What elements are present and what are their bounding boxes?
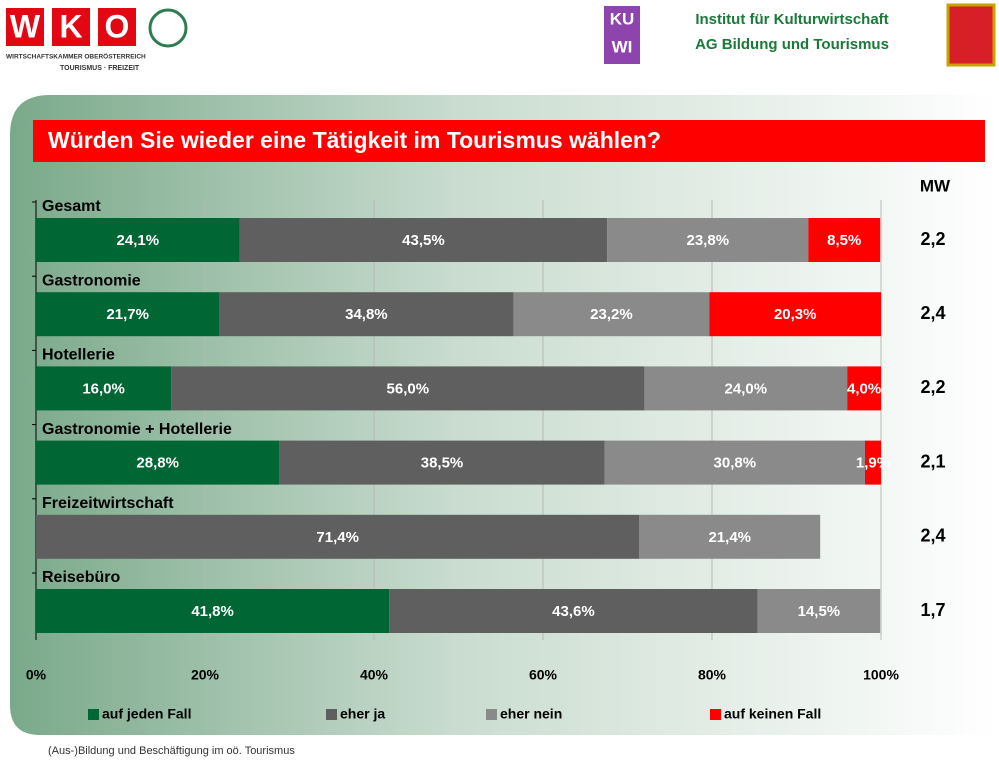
value-label: 21,7%: [106, 306, 149, 323]
bar-segment: [604, 440, 865, 485]
x-tick-label: 20%: [191, 667, 220, 683]
value-label: 43,6%: [552, 603, 595, 620]
logo-text: WIRTSCHAFTSKAMMER OBERÖSTERREICH: [6, 52, 146, 61]
logo-box: [98, 8, 136, 46]
value-label: 71,4%: [316, 529, 359, 546]
value-label: 8,5%: [827, 232, 861, 249]
value-label: 28,8%: [136, 455, 179, 472]
legend-swatch: [326, 709, 337, 720]
category-label: Freizeitwirtschaft: [42, 495, 174, 512]
legend-label: eher ja: [340, 706, 385, 722]
logo-letter: W: [10, 8, 41, 44]
kuwi-text: KU: [610, 9, 635, 28]
value-label: 20,3%: [774, 306, 817, 323]
x-tick-label: 100%: [863, 667, 899, 683]
bar-segment: [607, 218, 809, 262]
value-label: 34,8%: [345, 306, 388, 323]
value-label: 14,5%: [798, 603, 841, 620]
x-tick-label: 40%: [360, 667, 389, 683]
mw-value: 2,2: [920, 377, 945, 397]
value-label: 30,8%: [714, 455, 757, 472]
legend-label: auf jeden Fall: [102, 706, 191, 722]
x-tick-label: 80%: [698, 667, 727, 683]
panel: [10, 95, 999, 735]
bar-segment: [36, 514, 640, 559]
mw-value: 2,4: [920, 526, 945, 546]
value-label: 38,5%: [421, 455, 464, 472]
logo-emblem: [148, 8, 188, 48]
legend-swatch: [88, 709, 99, 720]
footer: (Aus-)Bildung und Beschäftigung im oö. T…: [48, 745, 295, 757]
value-label: 23,2%: [590, 306, 633, 323]
bar-segment: [279, 440, 605, 485]
category-label: Gastronomie: [42, 272, 141, 289]
mw-value: 2,2: [920, 229, 945, 249]
bar-segment: [36, 218, 240, 262]
value-label: 16,0%: [82, 380, 125, 397]
logo-box: [6, 8, 44, 46]
legend-swatch: [710, 709, 721, 720]
mw-value: 2,1: [920, 451, 945, 471]
institute: Institut für Kulturwirtschaft: [695, 11, 888, 28]
value-label: 41,8%: [191, 603, 234, 620]
bar-segment: [757, 589, 881, 633]
category-label: Hotellerie: [42, 347, 115, 364]
bar-segment: [36, 366, 172, 411]
legend-swatch: [486, 709, 497, 720]
value-label: 23,8%: [687, 232, 730, 249]
kuwi-text: WI: [612, 37, 633, 56]
kuwi-logo: [604, 6, 640, 64]
legend-label: auf keinen Fall: [724, 706, 821, 722]
mw-header: MW: [920, 176, 951, 195]
x-tick-label: 0%: [26, 667, 47, 683]
value-label: 21,4%: [708, 529, 751, 546]
value-label: 4,0%: [847, 380, 881, 397]
crest: [946, 3, 996, 67]
bar-segment: [847, 366, 881, 411]
bar-segment: [864, 440, 881, 485]
bar-segment: [36, 440, 280, 485]
bar-segment: [808, 218, 881, 262]
value-label: 24,0%: [725, 380, 768, 397]
logo-box: [52, 8, 90, 46]
logo-letter: O: [105, 8, 130, 44]
value-label: 24,1%: [117, 232, 160, 249]
mw-value: 2,4: [920, 303, 945, 323]
bar-segment: [513, 292, 710, 337]
value-label: 1,9%: [856, 455, 890, 472]
bar-segment: [709, 292, 881, 337]
bar-segment: [639, 514, 821, 559]
logo-text: TOURISMUS · FREIZEIT: [60, 65, 140, 72]
bar-segment: [171, 366, 645, 411]
bar-segment: [36, 292, 220, 337]
value-label: 56,0%: [387, 380, 430, 397]
bar-segment: [36, 589, 390, 633]
x-tick-label: 60%: [529, 667, 558, 683]
category-label: Reisebüro: [42, 569, 120, 586]
bar-segment: [644, 366, 848, 411]
bar-segment: [389, 589, 758, 633]
legend-label: eher nein: [500, 706, 562, 722]
category-label: Gastronomie + Hotellerie: [42, 421, 232, 438]
title-bar: [33, 120, 985, 162]
mw-value: 1,7: [920, 600, 945, 620]
category-label: Gesamt: [42, 198, 101, 215]
value-label: 43,5%: [402, 232, 445, 249]
bar-segment: [239, 218, 608, 262]
group: AG Bildung und Tourismus: [695, 36, 889, 53]
logo-letter: K: [59, 8, 82, 44]
bar-segment: [219, 292, 514, 337]
chart-title: Würden Sie wieder eine Tätigkeit im Tour…: [48, 127, 661, 153]
